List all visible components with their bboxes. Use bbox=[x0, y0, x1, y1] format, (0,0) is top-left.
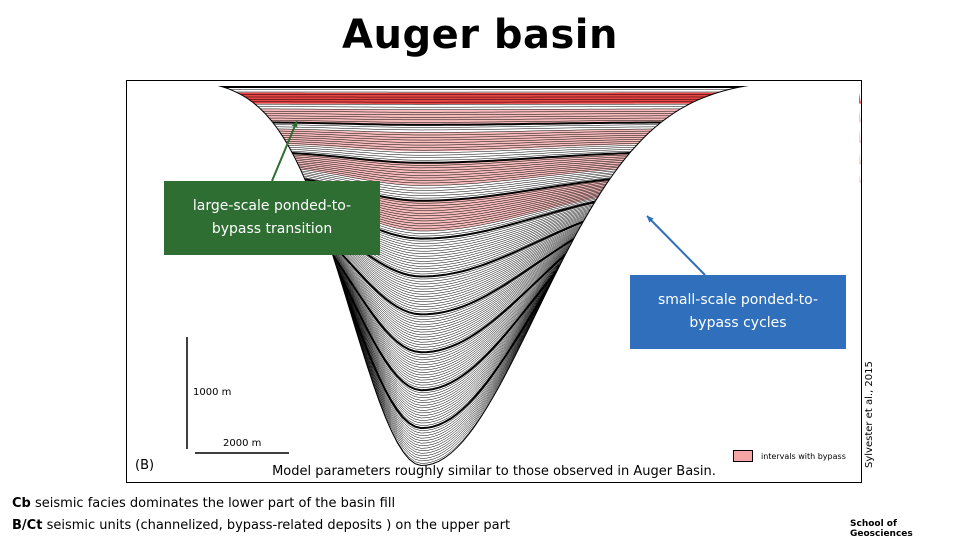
panel-label: (B) bbox=[135, 458, 155, 473]
basin-strata-diagram bbox=[127, 81, 861, 482]
vertical-scale-label: 1000 m bbox=[193, 387, 232, 398]
slide-title: Auger basin bbox=[342, 12, 618, 58]
figure-caption: Model parameters roughly similar to thos… bbox=[272, 464, 716, 479]
small-scale-arrow-head bbox=[647, 216, 654, 223]
note-cb: Cb seismic facies dominates the lower pa… bbox=[12, 496, 395, 511]
note-term: Cb bbox=[12, 496, 31, 511]
legend: intervals with bypass bbox=[733, 450, 846, 462]
note-text: seismic units (channelized, bypass-relat… bbox=[46, 518, 511, 533]
small-scale-cycles-callout: small-scale ponded-to-bypass cycles bbox=[630, 275, 846, 349]
large-scale-transition-callout: large-scale ponded-to-bypass transition bbox=[164, 181, 380, 255]
note-bct: B/Ct seismic units (channelized, bypass-… bbox=[12, 518, 510, 533]
note-text: seismic facies dominates the lower part … bbox=[35, 496, 396, 511]
large-scale-arrow bbox=[271, 120, 298, 182]
note-term: B/Ct bbox=[12, 518, 43, 533]
legend-swatch bbox=[733, 450, 753, 462]
small-scale-arrow bbox=[646, 215, 706, 276]
basin-model-figure: large-scale ponded-to-bypass transition … bbox=[126, 80, 862, 483]
footer-institution: School of Geosciences bbox=[850, 519, 913, 539]
legend-label: intervals with bypass bbox=[761, 451, 846, 461]
basement-area bbox=[127, 81, 861, 482]
large-scale-arrow-head bbox=[291, 121, 298, 128]
citation-credit: Sylvester et al., 2015 bbox=[864, 361, 875, 468]
bypass-interval-band bbox=[127, 92, 861, 105]
horizontal-scale-label: 2000 m bbox=[223, 438, 262, 449]
